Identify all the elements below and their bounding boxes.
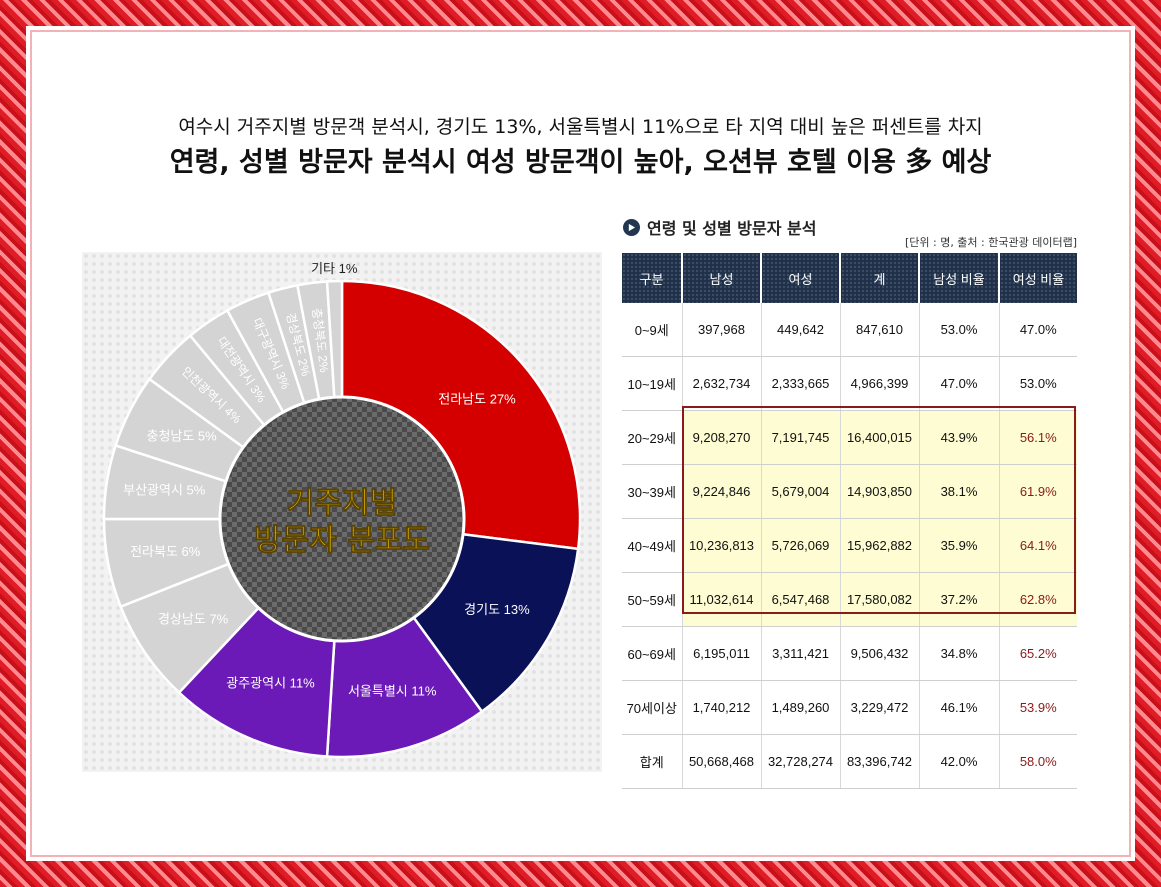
page-subtitle: 여수시 거주지별 방문객 분석시, 경기도 13%, 서울특별시 11%으로 타… <box>178 116 983 138</box>
table-cell: 30~39세 <box>622 464 683 519</box>
region-donut-chart: 전라남도 27% 경기도 13% 서울특별시 11% 광주광역시 11% 경상남도 7%… <box>82 252 602 772</box>
table-cell: 0~9세 <box>622 303 683 357</box>
table-cell: 6,195,011 <box>682 626 762 681</box>
table-cell: 5,679,004 <box>761 464 841 519</box>
table-cell: 449,642 <box>761 303 841 357</box>
table-cell: 46.1% <box>919 680 1000 735</box>
slice-label: 전라북도 6% <box>130 544 201 559</box>
table-cell: 14,903,850 <box>840 464 920 519</box>
table-cell: 2,632,734 <box>682 356 762 411</box>
table-cell: 47.0% <box>999 303 1077 357</box>
table-row-highlighted: 20~29세 9,208,270 7,191,745 16,400,015 43… <box>622 410 1077 465</box>
center-label-line2: 방문자 분포도 <box>254 523 430 558</box>
column-header: 남성 비율 <box>919 253 1000 303</box>
table-cell: 32,728,274 <box>761 734 841 789</box>
slice-label: 광주광역시 11% <box>226 676 315 691</box>
table-cell: 53.9% <box>999 680 1077 735</box>
table-cell: 16,400,015 <box>840 410 920 465</box>
table-cell: 10~19세 <box>622 356 683 411</box>
column-header: 계 <box>840 253 920 303</box>
table-cell: 38.1% <box>919 464 1000 519</box>
table-cell: 9,224,846 <box>682 464 762 519</box>
table-cell: 6,547,468 <box>761 572 841 627</box>
table-cell: 합계 <box>622 734 683 789</box>
table-row: 60~69세 6,195,011 3,311,421 9,506,432 34.… <box>622 626 1077 681</box>
table-cell: 42.0% <box>919 734 1000 789</box>
play-bullet-icon <box>623 218 640 236</box>
center-label-line1: 거주지별 <box>287 486 397 521</box>
table-cell: 2,333,665 <box>761 356 841 411</box>
table-cell: 50,668,468 <box>682 734 762 789</box>
unit-note: [단위 : 명, 출처 : 한국관광 데이터랩] <box>904 236 1077 249</box>
table-row: 10~19세 2,632,734 2,333,665 4,966,399 47.… <box>622 356 1077 411</box>
table-cell: 37.2% <box>919 572 1000 627</box>
slice-label: 부산광역시 5% <box>123 482 206 497</box>
table-row: 0~9세 397,968 449,642 847,610 53.0% 47.0% <box>622 303 1077 357</box>
table-cell: 9,208,270 <box>682 410 762 465</box>
slice-label: 경기도 13% <box>464 602 530 617</box>
slice-label: 충청남도 5% <box>146 429 217 444</box>
column-header: 구분 <box>622 253 683 303</box>
table-cell: 4,966,399 <box>840 356 920 411</box>
table-row: 70세이상 1,740,212 1,489,260 3,229,472 46.1… <box>622 680 1077 735</box>
table-cell: 64.1% <box>999 518 1077 573</box>
table-cell: 60~69세 <box>622 626 683 681</box>
table-cell: 61.9% <box>999 464 1077 519</box>
table-cell: 11,032,614 <box>682 572 762 627</box>
table-cell: 17,580,082 <box>840 572 920 627</box>
table-header-row: 구분 남성 여성 계 남성 비율 여성 비율 <box>622 253 1077 303</box>
table-cell: 62.8% <box>999 572 1077 627</box>
table-cell: 397,968 <box>682 303 762 357</box>
table-cell: 56.1% <box>999 410 1077 465</box>
table-row-highlighted: 50~59세 11,032,614 6,547,468 17,580,082 3… <box>622 572 1077 627</box>
table-cell: 53.0% <box>919 303 1000 357</box>
table-title-text: 연령 및 성별 방문자 분석 <box>647 219 817 238</box>
slice-label: 경상남도 7% <box>158 612 229 627</box>
table-row-total: 합계 50,668,468 32,728,274 83,396,742 42.0… <box>622 734 1077 789</box>
table-cell: 70세이상 <box>622 680 683 735</box>
table-cell: 7,191,745 <box>761 410 841 465</box>
table-cell: 3,311,421 <box>761 626 841 681</box>
table-cell: 35.9% <box>919 518 1000 573</box>
table-cell: 10,236,813 <box>682 518 762 573</box>
page-title: 연령, 성별 방문자 분석시 여성 방문객이 높아, 오션뷰 호텔 이용 多 예… <box>169 147 992 178</box>
table-cell: 50~59세 <box>622 572 683 627</box>
table-cell: 5,726,069 <box>761 518 841 573</box>
table-cell: 9,506,432 <box>840 626 920 681</box>
table-cell: 34.8% <box>919 626 1000 681</box>
column-header: 여성 비율 <box>999 253 1077 303</box>
table-cell: 83,396,742 <box>840 734 920 789</box>
table-cell: 3,229,472 <box>840 680 920 735</box>
table-cell: 1,489,260 <box>761 680 841 735</box>
age-gender-table: 구분 남성 여성 계 남성 비율 여성 비율 0~9세 397,968 449,… <box>622 253 1077 789</box>
table-cell: 53.0% <box>999 356 1077 411</box>
table-cell: 40~49세 <box>622 518 683 573</box>
column-header: 남성 <box>682 253 762 303</box>
table-cell: 20~29세 <box>622 410 683 465</box>
table-cell: 58.0% <box>999 734 1077 789</box>
table-title: 연령 및 성별 방문자 분석 <box>623 215 816 239</box>
slice-label: 서울특별시 11% <box>348 683 437 698</box>
table-cell: 43.9% <box>919 410 1000 465</box>
table-cell: 847,610 <box>840 303 920 357</box>
slice-label: 기타 1% <box>311 261 358 276</box>
table-cell: 47.0% <box>919 356 1000 411</box>
table-row-highlighted: 30~39세 9,224,846 5,679,004 14,903,850 38… <box>622 464 1077 519</box>
table-row-highlighted: 40~49세 10,236,813 5,726,069 15,962,882 3… <box>622 518 1077 573</box>
slice-label: 전라남도 27% <box>438 391 516 406</box>
table-cell: 65.2% <box>999 626 1077 681</box>
table-cell: 1,740,212 <box>682 680 762 735</box>
column-header: 여성 <box>761 253 841 303</box>
donut-center <box>218 395 466 643</box>
table-cell: 15,962,882 <box>840 518 920 573</box>
